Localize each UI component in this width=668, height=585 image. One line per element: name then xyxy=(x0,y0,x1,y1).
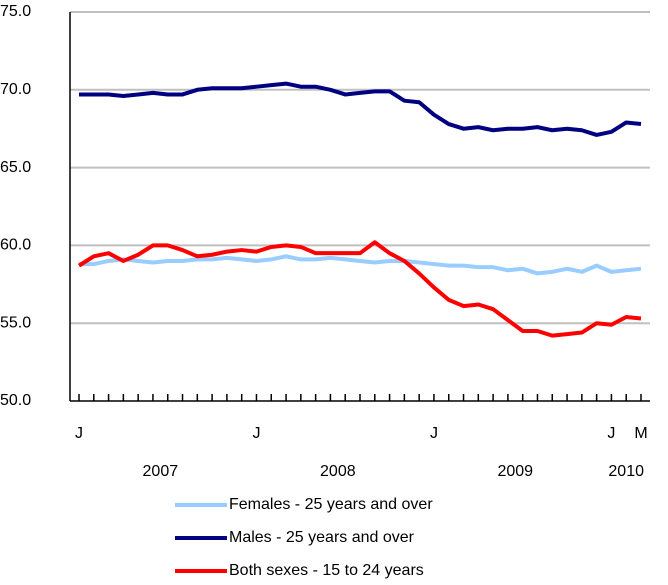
x-tick-label: J xyxy=(607,425,615,442)
year-label: 2009 xyxy=(497,463,533,480)
y-tick-label: 75.0 xyxy=(0,3,31,20)
legend-label: Males - 25 years and over xyxy=(229,529,415,546)
year-label: 2010 xyxy=(608,463,644,480)
series-line xyxy=(79,254,642,276)
x-tick-label: J xyxy=(430,425,438,442)
y-tick-label: 60.0 xyxy=(0,237,31,254)
x-tick-label: M xyxy=(634,425,647,442)
y-tick-label: 55.0 xyxy=(0,314,31,331)
series-line xyxy=(79,81,642,137)
year-label: 2007 xyxy=(143,463,179,480)
y-tick-label: 50.0 xyxy=(0,392,31,409)
x-tick-label: J xyxy=(252,425,260,442)
x-tick-label: J xyxy=(75,425,83,442)
legend-label: Females - 25 years and over xyxy=(229,496,433,513)
legend-label: Both sexes - 15 to 24 years xyxy=(229,562,424,579)
series-line xyxy=(77,240,642,338)
year-label: 2008 xyxy=(320,463,356,480)
y-tick-label: 70.0 xyxy=(0,81,31,98)
y-tick-label: 65.0 xyxy=(0,159,31,176)
